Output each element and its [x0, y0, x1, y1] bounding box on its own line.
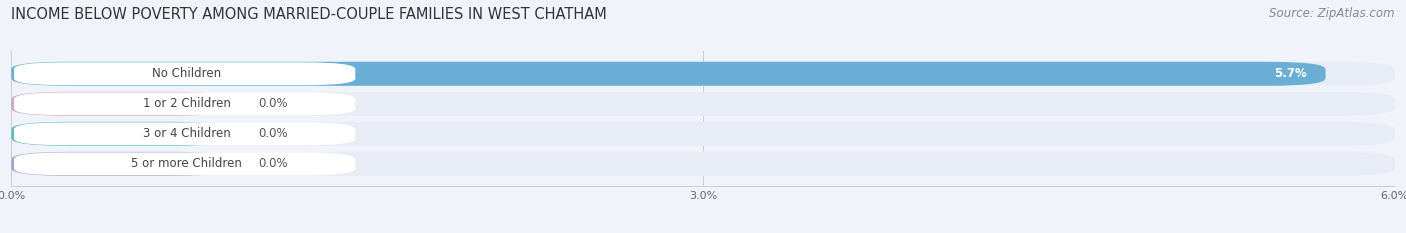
Text: No Children: No Children [152, 67, 221, 80]
FancyBboxPatch shape [11, 92, 1395, 116]
FancyBboxPatch shape [14, 152, 356, 175]
FancyBboxPatch shape [14, 62, 356, 85]
Text: 1 or 2 Children: 1 or 2 Children [142, 97, 231, 110]
FancyBboxPatch shape [11, 152, 231, 176]
Text: 0.0%: 0.0% [257, 157, 288, 170]
FancyBboxPatch shape [11, 62, 1326, 86]
Text: 0.0%: 0.0% [257, 127, 288, 140]
Text: 0.0%: 0.0% [257, 97, 288, 110]
FancyBboxPatch shape [14, 122, 356, 145]
Text: 3 or 4 Children: 3 or 4 Children [142, 127, 231, 140]
FancyBboxPatch shape [11, 122, 231, 146]
FancyBboxPatch shape [11, 92, 231, 116]
FancyBboxPatch shape [11, 152, 1395, 176]
FancyBboxPatch shape [11, 62, 1395, 86]
Text: Source: ZipAtlas.com: Source: ZipAtlas.com [1270, 7, 1395, 20]
FancyBboxPatch shape [11, 122, 1395, 146]
Text: 5.7%: 5.7% [1274, 67, 1308, 80]
Text: INCOME BELOW POVERTY AMONG MARRIED-COUPLE FAMILIES IN WEST CHATHAM: INCOME BELOW POVERTY AMONG MARRIED-COUPL… [11, 7, 607, 22]
Text: 5 or more Children: 5 or more Children [131, 157, 242, 170]
FancyBboxPatch shape [14, 93, 356, 115]
